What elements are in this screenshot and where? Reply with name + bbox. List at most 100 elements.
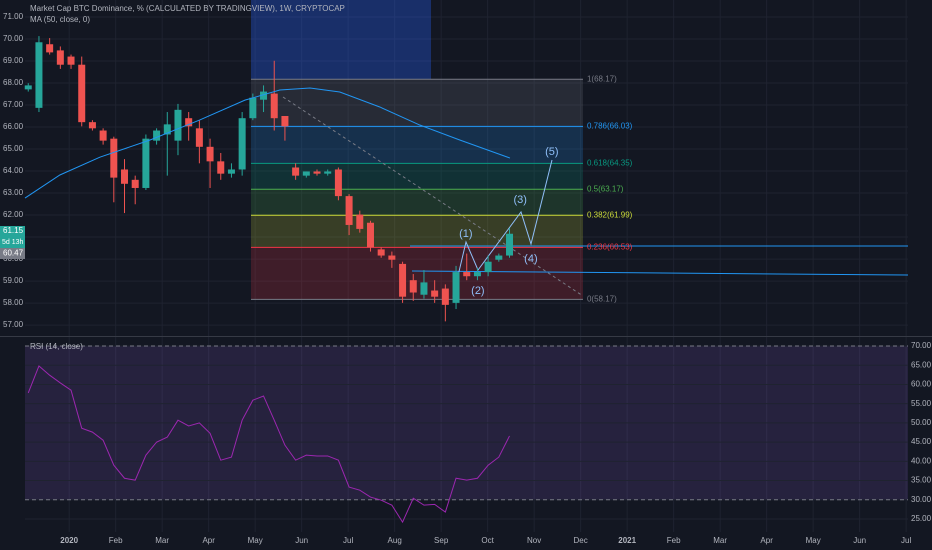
y-tick-label: 62.00 — [3, 210, 24, 219]
y-tick-label: 58.00 — [3, 298, 24, 307]
x-tick-label: Mar — [155, 536, 169, 545]
candle-body — [206, 146, 214, 162]
y-tick-label: 70.00 — [911, 341, 932, 350]
x-tick-label: May — [806, 536, 821, 545]
candle-body — [78, 64, 86, 123]
prev-close: 60.47 — [3, 249, 24, 258]
y-tick-label: 30.00 — [911, 495, 932, 504]
y-tick-label: 50.00 — [911, 418, 932, 427]
candle-body — [35, 42, 43, 108]
candle-body — [110, 138, 118, 178]
x-tick-label: Jun — [295, 536, 308, 545]
fib-zone — [250, 189, 583, 216]
candle-body — [463, 272, 471, 277]
legend-rsi: RSI (14, close) — [30, 342, 83, 351]
candle-body — [142, 138, 150, 188]
y-tick-label: 55.00 — [911, 399, 932, 408]
fib-zone — [250, 79, 583, 127]
y-tick-label: 59.00 — [3, 276, 24, 285]
candle-body — [441, 288, 449, 305]
fib-zone — [250, 126, 583, 164]
fibonacci — [250, 0, 583, 300]
fib-label: 0.382(61.99) — [587, 210, 633, 219]
x-tick-label: Dec — [574, 536, 588, 545]
drawings — [0, 96, 932, 337]
fib-label: 0.618(64.35) — [587, 158, 633, 167]
x-tick-label: Feb — [109, 536, 123, 545]
x-tick-label: May — [248, 536, 263, 545]
candle-body — [174, 109, 182, 141]
y-tick-label: 66.00 — [3, 122, 24, 131]
candle-body — [185, 118, 193, 127]
candle-body — [452, 272, 460, 303]
y-tick-label: 67.00 — [3, 100, 24, 109]
candle-body — [238, 118, 246, 170]
y-tick-label: 64.00 — [3, 166, 24, 175]
price-tags: 61.15 5d 13h 60.47 — [0, 226, 25, 259]
x-tick-label: 2021 — [618, 536, 636, 545]
candle-body — [313, 171, 321, 174]
candle-body — [260, 91, 268, 100]
candle-body — [366, 222, 374, 248]
candle-body — [99, 130, 107, 141]
candle-body — [56, 50, 64, 65]
y-tick-label: 71.00 — [3, 12, 24, 21]
trend-line — [411, 270, 909, 276]
candle-body — [377, 249, 385, 256]
y-tick-label: 68.00 — [3, 78, 24, 87]
y-tick-label: 57.00 — [3, 320, 24, 329]
x-tick-label: Aug — [388, 536, 402, 545]
fib-zone — [250, 215, 583, 248]
candle-body — [195, 128, 203, 147]
candle-body — [217, 161, 225, 174]
dashed-trend-line — [282, 96, 584, 297]
candle-body — [46, 44, 54, 53]
candle-body — [334, 169, 342, 197]
y-tick-label: 35.00 — [911, 476, 932, 485]
fib-zone — [250, 247, 583, 300]
fib-label: 0(58.17) — [587, 294, 617, 303]
candle-body — [121, 169, 129, 184]
candle-body — [399, 263, 407, 297]
candle-body — [495, 255, 503, 260]
last-price: 61.15 — [3, 226, 24, 235]
candle-body — [409, 280, 417, 293]
x-tick-label: Jun — [853, 536, 866, 545]
candle-body — [506, 233, 514, 256]
y-tick-label: 70.00 — [3, 34, 24, 43]
candle-body — [270, 93, 278, 119]
candle-body — [484, 261, 492, 273]
countdown: 5d 13h — [2, 239, 24, 246]
fib-label: 0.236(60.53) — [587, 243, 633, 252]
extension-zone — [251, 0, 431, 79]
candle-body — [292, 167, 300, 176]
wave-label: (2) — [471, 285, 484, 297]
candle-body — [153, 130, 161, 141]
candle-body — [473, 272, 481, 277]
y-tick-label: 45.00 — [911, 437, 932, 446]
y-tick-label: 69.00 — [3, 56, 24, 65]
legend-overlay: MA (50, close, 0) — [30, 15, 90, 24]
candle-body — [420, 282, 428, 295]
candle-body — [24, 85, 32, 90]
x-tick-label: 2020 — [60, 536, 78, 545]
candle-body — [281, 115, 289, 127]
marks — [24, 36, 514, 524]
candle-body — [324, 171, 332, 174]
x-tick-label: Jul — [901, 536, 911, 545]
wave-label: (1) — [459, 228, 472, 240]
candle-body — [249, 97, 257, 119]
candle-body — [67, 56, 75, 65]
y-tick-label: 65.00 — [3, 144, 24, 153]
y-tick-label: 60.00 — [911, 380, 932, 389]
x-tick-label: Mar — [713, 536, 727, 545]
candle-body — [88, 122, 96, 129]
last-price-box — [0, 226, 25, 248]
legend-title: Market Cap BTC Dominance, % (CALCULATED … — [30, 4, 345, 13]
x-tick-label: Nov — [527, 536, 541, 545]
candle-body — [356, 214, 364, 229]
candle-body — [345, 196, 353, 225]
y-tick-label: 25.00 — [911, 514, 932, 523]
x-tick-label: Feb — [667, 536, 681, 545]
